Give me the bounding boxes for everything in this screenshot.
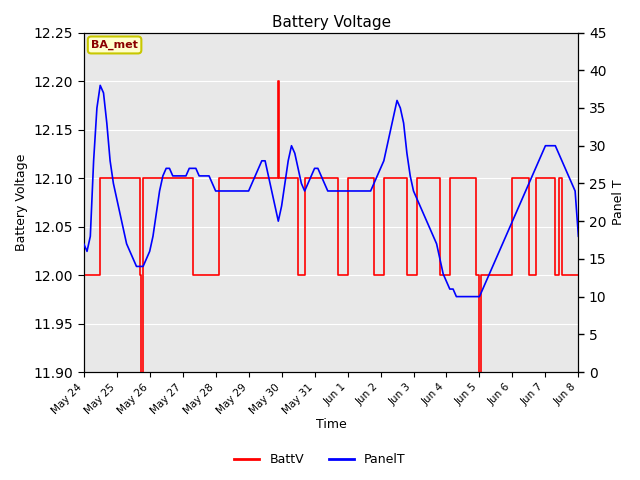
X-axis label: Time: Time [316,419,346,432]
Text: BA_met: BA_met [91,40,138,50]
Y-axis label: Battery Voltage: Battery Voltage [15,154,28,251]
Y-axis label: Panel T: Panel T [612,180,625,225]
Legend: BattV, PanelT: BattV, PanelT [229,448,411,471]
Title: Battery Voltage: Battery Voltage [271,15,390,30]
